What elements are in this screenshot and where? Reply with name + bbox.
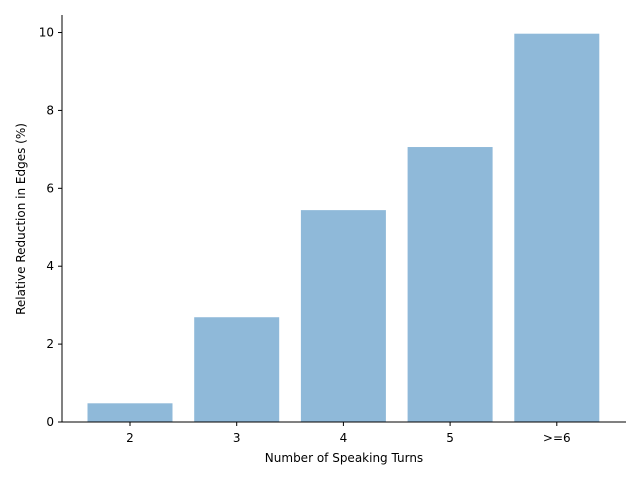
bar-3 — [194, 317, 280, 422]
y-axis: 0 2 4 6 8 10 — [39, 15, 63, 429]
y-tick-label: 8 — [46, 103, 54, 117]
bar-4 — [300, 210, 386, 422]
y-tick-label: 0 — [46, 415, 54, 429]
x-tick-label: 3 — [233, 431, 241, 445]
x-tick-label: >=6 — [543, 431, 571, 445]
x-axis-label: Number of Speaking Turns — [265, 451, 423, 465]
bar-2 — [87, 403, 173, 422]
bars-group — [87, 33, 600, 423]
x-axis: 2 3 4 5 >=6 — [62, 421, 626, 445]
y-tick-label: 6 — [46, 181, 54, 195]
y-tick-label: 2 — [46, 337, 54, 351]
x-tick-label: 2 — [126, 431, 134, 445]
x-tick-label: 5 — [446, 431, 454, 445]
y-tick-label: 4 — [46, 259, 54, 273]
y-tick-label: 10 — [39, 26, 54, 40]
bar-5 — [407, 147, 493, 422]
bar->=6 — [514, 33, 600, 423]
x-tick-label: 4 — [340, 431, 348, 445]
y-axis-label: Relative Reduction in Edges (%) — [14, 123, 28, 315]
